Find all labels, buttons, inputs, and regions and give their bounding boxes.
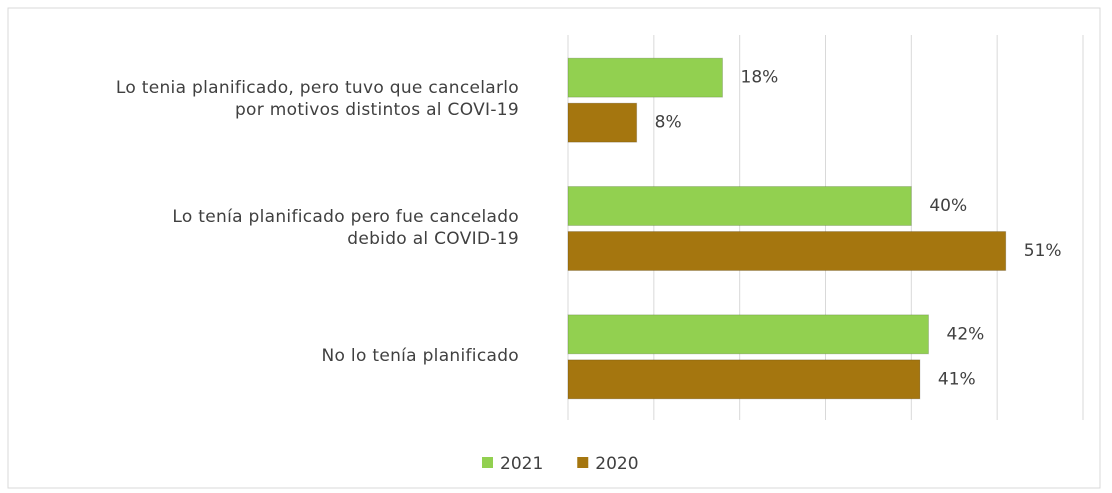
- data-label: 42%: [947, 324, 985, 344]
- legend-swatch: [577, 457, 589, 468]
- legend-label: 2020: [595, 454, 638, 474]
- chart-frame: [7, 7, 1101, 489]
- legend-swatch: [482, 457, 493, 468]
- data-label: 8%: [655, 113, 682, 133]
- data-label: 18%: [741, 68, 779, 88]
- bar: [567, 314, 929, 355]
- data-label: 51%: [1024, 241, 1062, 261]
- legend-label: 2021: [500, 454, 543, 474]
- category-label: Lo tenía planificado pero fue cancelado …: [172, 206, 519, 249]
- bar: [567, 359, 921, 400]
- bar: [567, 231, 1007, 271]
- category-label: Lo tenia planificado, pero tuvo que canc…: [115, 78, 519, 121]
- bar: [567, 186, 912, 226]
- data-label: 40%: [929, 196, 967, 216]
- bar: [567, 102, 638, 143]
- category-label: No lo tenía planificado: [321, 345, 519, 366]
- bar: [567, 57, 723, 98]
- data-label: 41%: [938, 369, 976, 389]
